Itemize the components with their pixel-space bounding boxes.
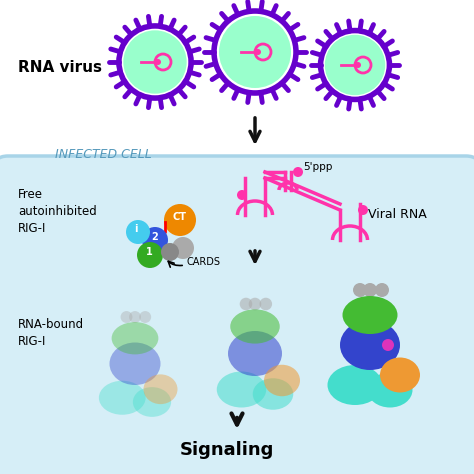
Ellipse shape bbox=[264, 365, 300, 396]
Circle shape bbox=[255, 49, 261, 55]
Ellipse shape bbox=[109, 343, 161, 385]
Text: 1: 1 bbox=[146, 247, 153, 257]
Text: RNA virus: RNA virus bbox=[18, 60, 102, 75]
FancyBboxPatch shape bbox=[0, 156, 474, 474]
Circle shape bbox=[249, 298, 261, 310]
Circle shape bbox=[129, 311, 141, 323]
Circle shape bbox=[293, 167, 303, 177]
Circle shape bbox=[139, 311, 151, 323]
Circle shape bbox=[142, 227, 168, 253]
Ellipse shape bbox=[343, 296, 398, 334]
Circle shape bbox=[358, 205, 368, 215]
Ellipse shape bbox=[367, 373, 412, 408]
Ellipse shape bbox=[228, 331, 282, 376]
Text: INFECTED CELL: INFECTED CELL bbox=[55, 148, 152, 161]
Text: i: i bbox=[134, 224, 137, 234]
Circle shape bbox=[325, 35, 385, 95]
Circle shape bbox=[259, 298, 272, 310]
Ellipse shape bbox=[133, 387, 171, 417]
Circle shape bbox=[123, 30, 187, 94]
Ellipse shape bbox=[380, 357, 420, 392]
Circle shape bbox=[155, 59, 161, 65]
Circle shape bbox=[240, 298, 252, 310]
Text: CARDS: CARDS bbox=[187, 257, 221, 267]
Circle shape bbox=[126, 220, 150, 244]
Ellipse shape bbox=[217, 372, 266, 408]
Text: 5'ppp: 5'ppp bbox=[303, 162, 332, 172]
Ellipse shape bbox=[144, 374, 177, 404]
Circle shape bbox=[172, 237, 194, 259]
Text: RNA-bound
RIG-I: RNA-bound RIG-I bbox=[18, 318, 84, 348]
Circle shape bbox=[237, 190, 247, 200]
Text: Viral RNA: Viral RNA bbox=[368, 208, 427, 221]
Circle shape bbox=[164, 204, 196, 236]
Circle shape bbox=[382, 339, 394, 351]
Circle shape bbox=[375, 283, 389, 297]
Ellipse shape bbox=[340, 320, 400, 370]
Ellipse shape bbox=[253, 378, 293, 410]
Text: Free
autoinhibited
RIG-I: Free autoinhibited RIG-I bbox=[18, 188, 97, 235]
Ellipse shape bbox=[99, 381, 146, 415]
Circle shape bbox=[137, 242, 163, 268]
Circle shape bbox=[161, 243, 179, 261]
Text: 2: 2 bbox=[151, 232, 158, 242]
Ellipse shape bbox=[328, 365, 383, 405]
Text: Signaling: Signaling bbox=[180, 441, 274, 459]
Text: CT: CT bbox=[173, 212, 187, 222]
Circle shape bbox=[353, 283, 367, 297]
Ellipse shape bbox=[230, 310, 280, 344]
Ellipse shape bbox=[111, 322, 158, 355]
Circle shape bbox=[219, 16, 291, 88]
Circle shape bbox=[120, 311, 132, 323]
Circle shape bbox=[355, 62, 361, 68]
Circle shape bbox=[363, 283, 377, 297]
